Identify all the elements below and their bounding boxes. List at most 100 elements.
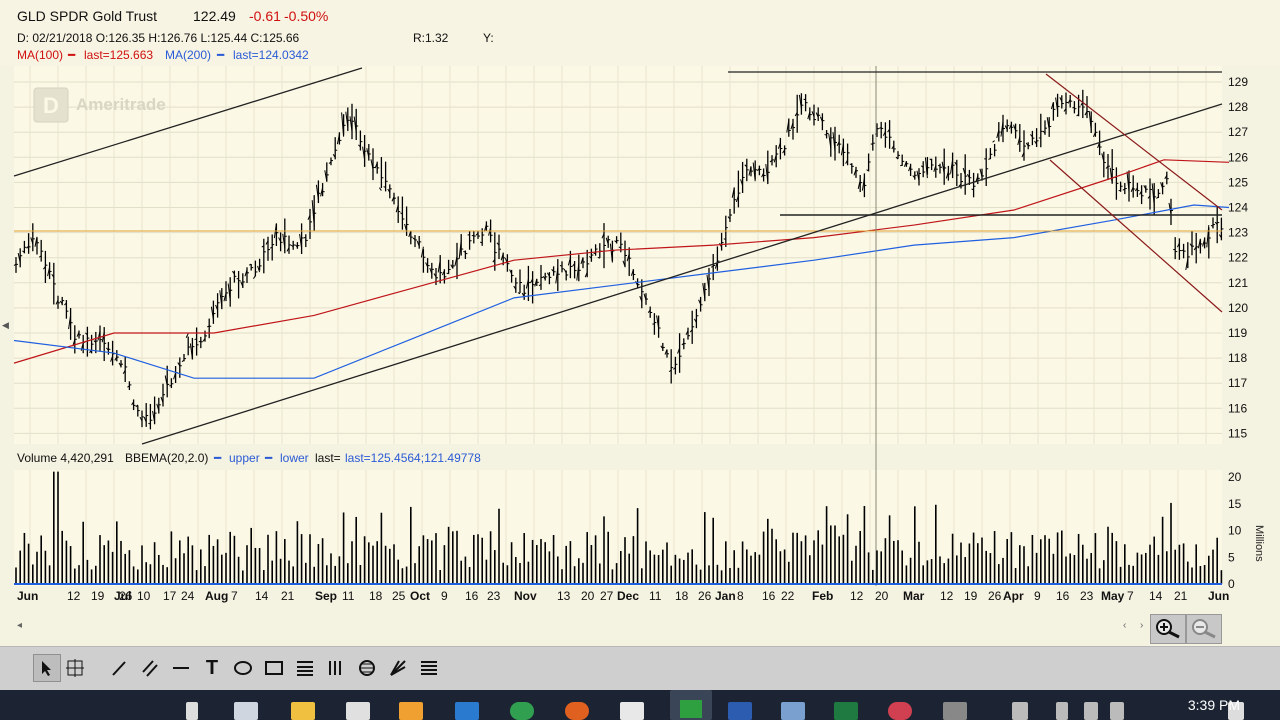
scroll-left-arrow[interactable]: ◂ <box>17 620 23 631</box>
ohlc-open-tick <box>1156 196 1159 199</box>
ohlc-open-tick <box>198 340 201 343</box>
pencil-tool-button[interactable] <box>106 655 132 681</box>
downtrend-channel-lower[interactable] <box>1049 159 1223 313</box>
ohlc-open-tick <box>576 263 580 281</box>
ohlc-open-tick <box>366 148 370 158</box>
excel-icon[interactable] <box>834 702 858 720</box>
ohlc-open-tick <box>958 183 962 187</box>
ohlc-open-tick <box>647 309 651 313</box>
ohlc-open-tick <box>962 167 966 176</box>
date-tick-label: Jun <box>17 589 38 603</box>
file-explorer-icon[interactable] <box>291 702 315 720</box>
notifications-icon[interactable] <box>1228 702 1244 720</box>
zoom-in-button[interactable] <box>1150 614 1186 644</box>
app-icon-2[interactable] <box>943 702 967 720</box>
date-tick-label: 14 <box>1149 589 1163 603</box>
ohlc-open-tick <box>589 255 592 259</box>
ohlc-open-tick <box>122 369 126 374</box>
ohlc-open-tick <box>504 258 508 264</box>
ellipse-tool-button[interactable] <box>230 655 256 681</box>
price-tick-label: 124 <box>1228 201 1248 215</box>
ohlc-open-tick <box>492 259 496 263</box>
thinkorswim-taskbar-item[interactable] <box>670 690 712 720</box>
scroll-right-small-arrow[interactable]: › <box>1140 620 1144 631</box>
mail-icon[interactable] <box>620 702 644 720</box>
ohlc-open-tick <box>513 285 517 290</box>
price-tick-label: 117 <box>1228 376 1247 390</box>
upper-channel-line[interactable] <box>13 67 363 177</box>
channel-tool-button[interactable] <box>323 655 349 681</box>
volume-icon[interactable] <box>1110 702 1124 720</box>
fan-tool-button[interactable] <box>385 655 411 681</box>
price-axis: 115 116 117 118 119 120 121 122 123 124 125 126 127 1… <box>1228 75 1248 440</box>
date-tick-label: 21 <box>1174 589 1188 603</box>
watermark-text: Ameritrade <box>76 95 166 114</box>
store-icon[interactable] <box>346 702 370 720</box>
volume-tick-label: 10 <box>1228 524 1242 538</box>
volume-tick-label: 5 <box>1228 550 1235 564</box>
ohlc-open-tick <box>261 245 265 248</box>
ohlc-open-tick <box>605 237 609 245</box>
price-tick-label: 115 <box>1228 426 1247 440</box>
media-player-icon[interactable] <box>399 702 423 720</box>
text-tool-button[interactable]: T <box>199 655 225 681</box>
zoom-out-button[interactable] <box>1186 614 1222 644</box>
ohlc-open-tick <box>530 278 534 284</box>
crosshair-tool-button[interactable] <box>62 655 88 681</box>
price-tick-label: 119 <box>1228 326 1247 340</box>
network-icon[interactable] <box>1084 702 1098 720</box>
ohlc-open-tick <box>744 164 748 168</box>
people-icon[interactable] <box>1012 702 1028 720</box>
rectangle-tool-button[interactable] <box>261 655 287 681</box>
ohlc-open-tick <box>1185 258 1189 271</box>
hline-tool-button[interactable] <box>168 655 194 681</box>
ohlc-open-tick <box>156 403 160 411</box>
date-tick-label: 7 <box>231 589 238 603</box>
ohlc-open-tick <box>685 330 689 336</box>
scroll-left-small-arrow[interactable]: ‹ <box>1123 620 1127 631</box>
price-tick-label: 122 <box>1228 251 1248 265</box>
more-tools-button[interactable] <box>416 655 442 681</box>
downtrend-channel-upper[interactable] <box>1045 73 1223 211</box>
ohlc-open-tick <box>127 385 130 388</box>
menu-icon <box>421 661 437 675</box>
left-pan-arrow[interactable]: ◀ <box>2 320 9 330</box>
ohlc-open-tick <box>861 177 865 191</box>
music-icon[interactable] <box>888 702 912 720</box>
ohlc-open-tick <box>1202 239 1206 247</box>
chevron-up-icon[interactable] <box>1056 702 1068 720</box>
ohlc-open-tick <box>118 362 122 367</box>
gann-tool-button[interactable] <box>354 655 380 681</box>
fibonacci-tool-button[interactable] <box>292 655 318 681</box>
ohlc-open-tick <box>244 269 248 277</box>
ohlc-open-tick <box>882 131 886 136</box>
date-tick-label: 16 <box>1056 589 1070 603</box>
ohlc-open-tick <box>416 240 420 247</box>
ohlc-open-tick <box>664 349 668 355</box>
edge-browser-icon[interactable] <box>455 702 479 720</box>
chart-scroll-row: ◂ ‹ › <box>10 612 1222 644</box>
parallel-lines-tool-button[interactable] <box>137 655 163 681</box>
task-view-icon[interactable] <box>234 702 258 720</box>
ohlc-open-tick <box>22 250 25 253</box>
ohlc-open-tick <box>454 256 458 266</box>
firefox-icon[interactable] <box>565 702 589 720</box>
ohlc-open-tick <box>1206 224 1210 248</box>
date-tick-label: 12 <box>940 589 954 603</box>
ohlc-open-tick <box>458 239 462 259</box>
price-chart[interactable]: D Ameritrade 115116117118119120121122123… <box>0 0 1280 612</box>
lower-channel-line[interactable] <box>141 103 1223 445</box>
ohlc-open-tick <box>597 256 601 259</box>
ohlc-open-tick <box>1181 249 1184 252</box>
fan-icon <box>390 660 406 676</box>
search-icon[interactable] <box>186 702 198 720</box>
ohlc-open-tick <box>391 196 395 202</box>
select-tool-button[interactable] <box>33 654 61 682</box>
ohlc-open-tick <box>992 140 995 143</box>
ohlc-open-tick <box>1126 171 1130 192</box>
volume-unit-label: Millions <box>1253 525 1265 562</box>
app-icon[interactable] <box>781 702 805 720</box>
word-icon[interactable] <box>728 702 752 720</box>
chrome-icon[interactable] <box>510 702 534 720</box>
